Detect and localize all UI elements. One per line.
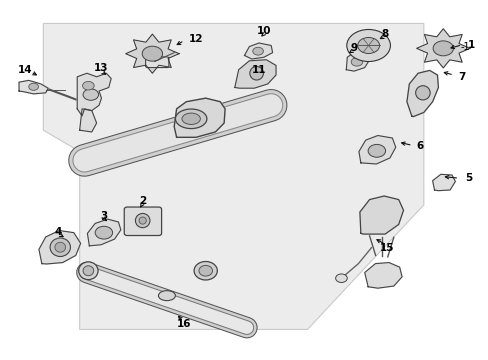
Circle shape	[29, 83, 39, 90]
Circle shape	[82, 81, 94, 90]
Circle shape	[95, 226, 112, 239]
Text: 15: 15	[380, 243, 394, 253]
Polygon shape	[234, 60, 275, 88]
Circle shape	[357, 37, 379, 54]
FancyBboxPatch shape	[145, 57, 168, 68]
Circle shape	[346, 30, 389, 62]
Ellipse shape	[182, 113, 200, 125]
Ellipse shape	[55, 242, 65, 252]
Circle shape	[367, 144, 385, 157]
Ellipse shape	[139, 217, 146, 224]
Text: -1: -1	[459, 42, 469, 52]
Text: 13: 13	[94, 63, 108, 73]
Text: 14: 14	[18, 65, 33, 75]
Polygon shape	[125, 34, 179, 73]
Ellipse shape	[83, 266, 94, 276]
Polygon shape	[358, 135, 395, 164]
Ellipse shape	[415, 86, 429, 100]
Text: 7: 7	[457, 72, 464, 82]
Text: 5: 5	[464, 173, 471, 183]
Polygon shape	[87, 219, 121, 246]
Ellipse shape	[158, 291, 175, 301]
Polygon shape	[19, 80, 48, 94]
Circle shape	[142, 46, 162, 61]
Circle shape	[432, 41, 452, 56]
Text: 3: 3	[100, 211, 107, 221]
Circle shape	[335, 274, 346, 283]
Polygon shape	[39, 230, 81, 264]
Polygon shape	[416, 29, 469, 68]
Polygon shape	[77, 73, 111, 116]
Text: 9: 9	[349, 43, 356, 53]
Polygon shape	[364, 262, 401, 288]
Text: 12: 12	[188, 35, 203, 44]
Ellipse shape	[135, 213, 150, 228]
Polygon shape	[432, 174, 454, 191]
Text: 16: 16	[176, 319, 191, 329]
Text: 6: 6	[416, 141, 423, 151]
Polygon shape	[346, 51, 369, 71]
Text: 10: 10	[256, 26, 270, 36]
FancyBboxPatch shape	[124, 207, 161, 235]
Text: 8: 8	[381, 29, 388, 39]
Ellipse shape	[199, 265, 212, 276]
Circle shape	[350, 58, 362, 66]
Circle shape	[83, 89, 99, 100]
Circle shape	[252, 47, 263, 55]
Polygon shape	[359, 196, 403, 234]
Ellipse shape	[50, 238, 70, 257]
Ellipse shape	[249, 67, 263, 80]
Polygon shape	[406, 71, 438, 117]
Ellipse shape	[79, 262, 98, 280]
Polygon shape	[244, 43, 272, 59]
Ellipse shape	[194, 261, 217, 280]
Polygon shape	[174, 98, 224, 137]
Ellipse shape	[175, 109, 206, 129]
Text: 1: 1	[467, 40, 474, 50]
Polygon shape	[80, 109, 97, 132]
Polygon shape	[43, 23, 423, 329]
Text: 4: 4	[54, 226, 61, 237]
Text: 2: 2	[139, 196, 146, 206]
Text: 11: 11	[251, 65, 266, 75]
